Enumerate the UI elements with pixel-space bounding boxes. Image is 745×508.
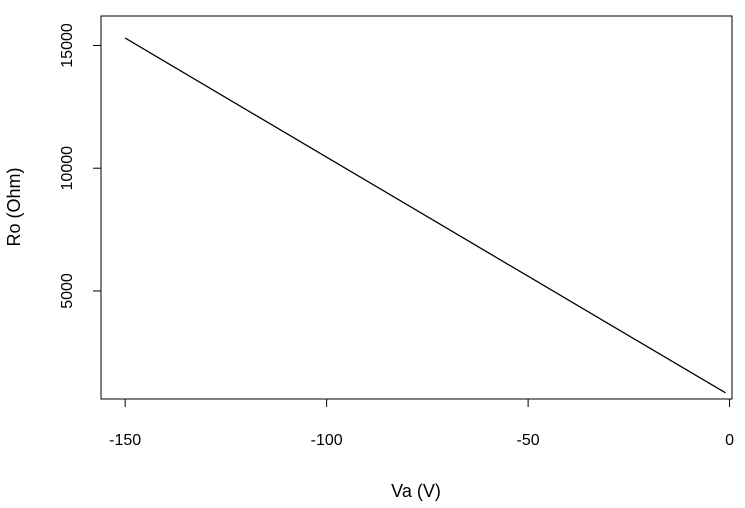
x-tick-label: -100 (311, 432, 343, 449)
series-layer (124, 37, 726, 394)
x-tick-label: -150 (109, 432, 141, 449)
series-line-0 (124, 37, 726, 394)
plot-frame (100, 15, 733, 400)
x-tick-label: 0 (725, 432, 734, 449)
y-tick-label: 15000 (59, 23, 76, 68)
y-axis: 5000 10000 15000 (59, 23, 102, 309)
y-tick-label: 5000 (59, 273, 76, 309)
y-tick-label: 10000 (59, 146, 76, 191)
y-axis-title: Ro (Ohm) (4, 167, 24, 246)
x-tick-label: -50 (517, 432, 540, 449)
x-axis: -150 -100 -50 0 (109, 398, 734, 449)
x-axis-title: Va (V) (391, 481, 441, 501)
